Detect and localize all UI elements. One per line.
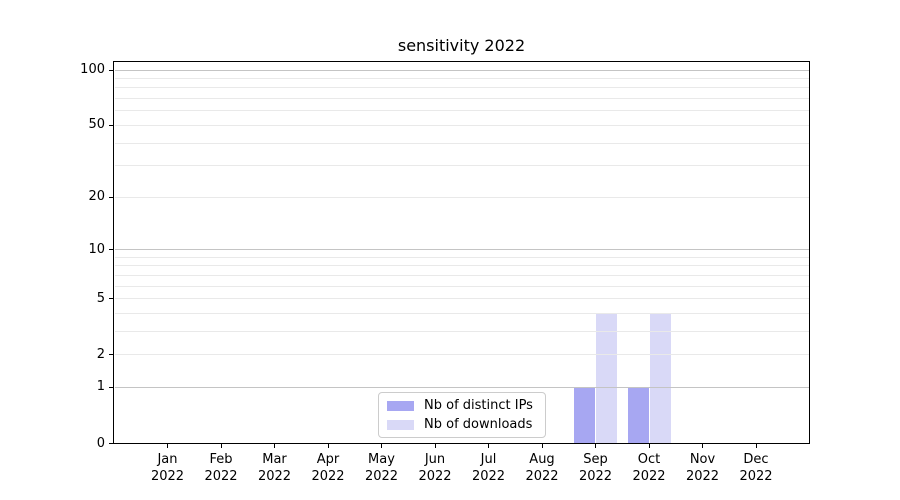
x-axis-tick-label: Aug 2022 <box>525 451 559 484</box>
x-axis-tick-label: Jun 2022 <box>418 451 452 484</box>
y-axis-tick <box>109 69 113 71</box>
y-axis-tick <box>109 443 113 444</box>
legend: Nb of distinct IPs Nb of downloads <box>378 392 546 438</box>
y-axis-tick-label: 0 <box>96 435 105 451</box>
y-axis-tick-label: 2 <box>96 346 105 362</box>
x-axis-tick <box>595 443 596 448</box>
y-axis-tick-label: 100 <box>80 62 105 78</box>
x-axis-tick <box>488 443 489 448</box>
x-axis-tick <box>648 443 650 448</box>
x-axis-tick <box>381 443 382 448</box>
legend-item-distinct-ips: Nb of distinct IPs <box>387 398 545 413</box>
x-axis-tick-label: Jul 2022 <box>471 451 506 484</box>
x-axis-tick <box>327 443 329 448</box>
legend-label-downloads: Nb of downloads <box>424 417 533 432</box>
x-axis-tick <box>755 443 757 448</box>
legend-item-downloads: Nb of downloads <box>387 417 545 432</box>
x-axis-tick <box>167 443 168 448</box>
x-axis-tick <box>434 443 436 448</box>
x-axis-tick <box>274 443 275 448</box>
legend-swatch-downloads-icon <box>387 419 414 430</box>
bar-distinct-ips <box>574 387 595 444</box>
x-axis-tick-label: Jan 2022 <box>150 451 185 484</box>
x-axis-tick-label: Mar 2022 <box>257 451 292 484</box>
bar-downloads <box>649 313 671 444</box>
y-axis-tick-label: 1 <box>96 379 105 395</box>
x-axis-tick-label: Apr 2022 <box>311 451 345 484</box>
bar-distinct-ips <box>627 387 649 444</box>
chart-title: sensitivity 2022 <box>397 36 526 55</box>
x-axis-tick-label: May 2022 <box>364 451 399 484</box>
x-axis-tick-label: Sep 2022 <box>578 451 613 484</box>
x-axis-tick-label: Oct 2022 <box>632 451 666 484</box>
bar-downloads <box>596 313 617 444</box>
x-axis-tick <box>702 443 703 448</box>
x-axis-tick <box>541 443 543 448</box>
y-axis-tick-label: 5 <box>96 290 105 306</box>
x-axis-tick-label: Nov 2022 <box>685 451 720 484</box>
y-axis-tick <box>109 354 113 356</box>
legend-label-distinct-ips: Nb of distinct IPs <box>424 398 533 413</box>
y-axis-tick-label: 50 <box>88 117 105 133</box>
y-axis-tick <box>109 298 113 299</box>
x-axis-tick-label: Dec 2022 <box>739 451 773 484</box>
x-axis-tick <box>220 443 222 448</box>
y-axis-tick <box>109 249 113 250</box>
legend-swatch-distinct-ips-icon <box>387 400 414 411</box>
x-axis-tick-label: Feb 2022 <box>204 451 238 484</box>
y-axis-tick <box>109 124 113 126</box>
plot-area <box>113 61 810 444</box>
y-axis-tick <box>109 196 113 198</box>
y-axis-tick-label: 20 <box>88 189 105 205</box>
y-axis-tick-label: 10 <box>88 241 105 257</box>
y-axis-tick <box>109 386 113 388</box>
